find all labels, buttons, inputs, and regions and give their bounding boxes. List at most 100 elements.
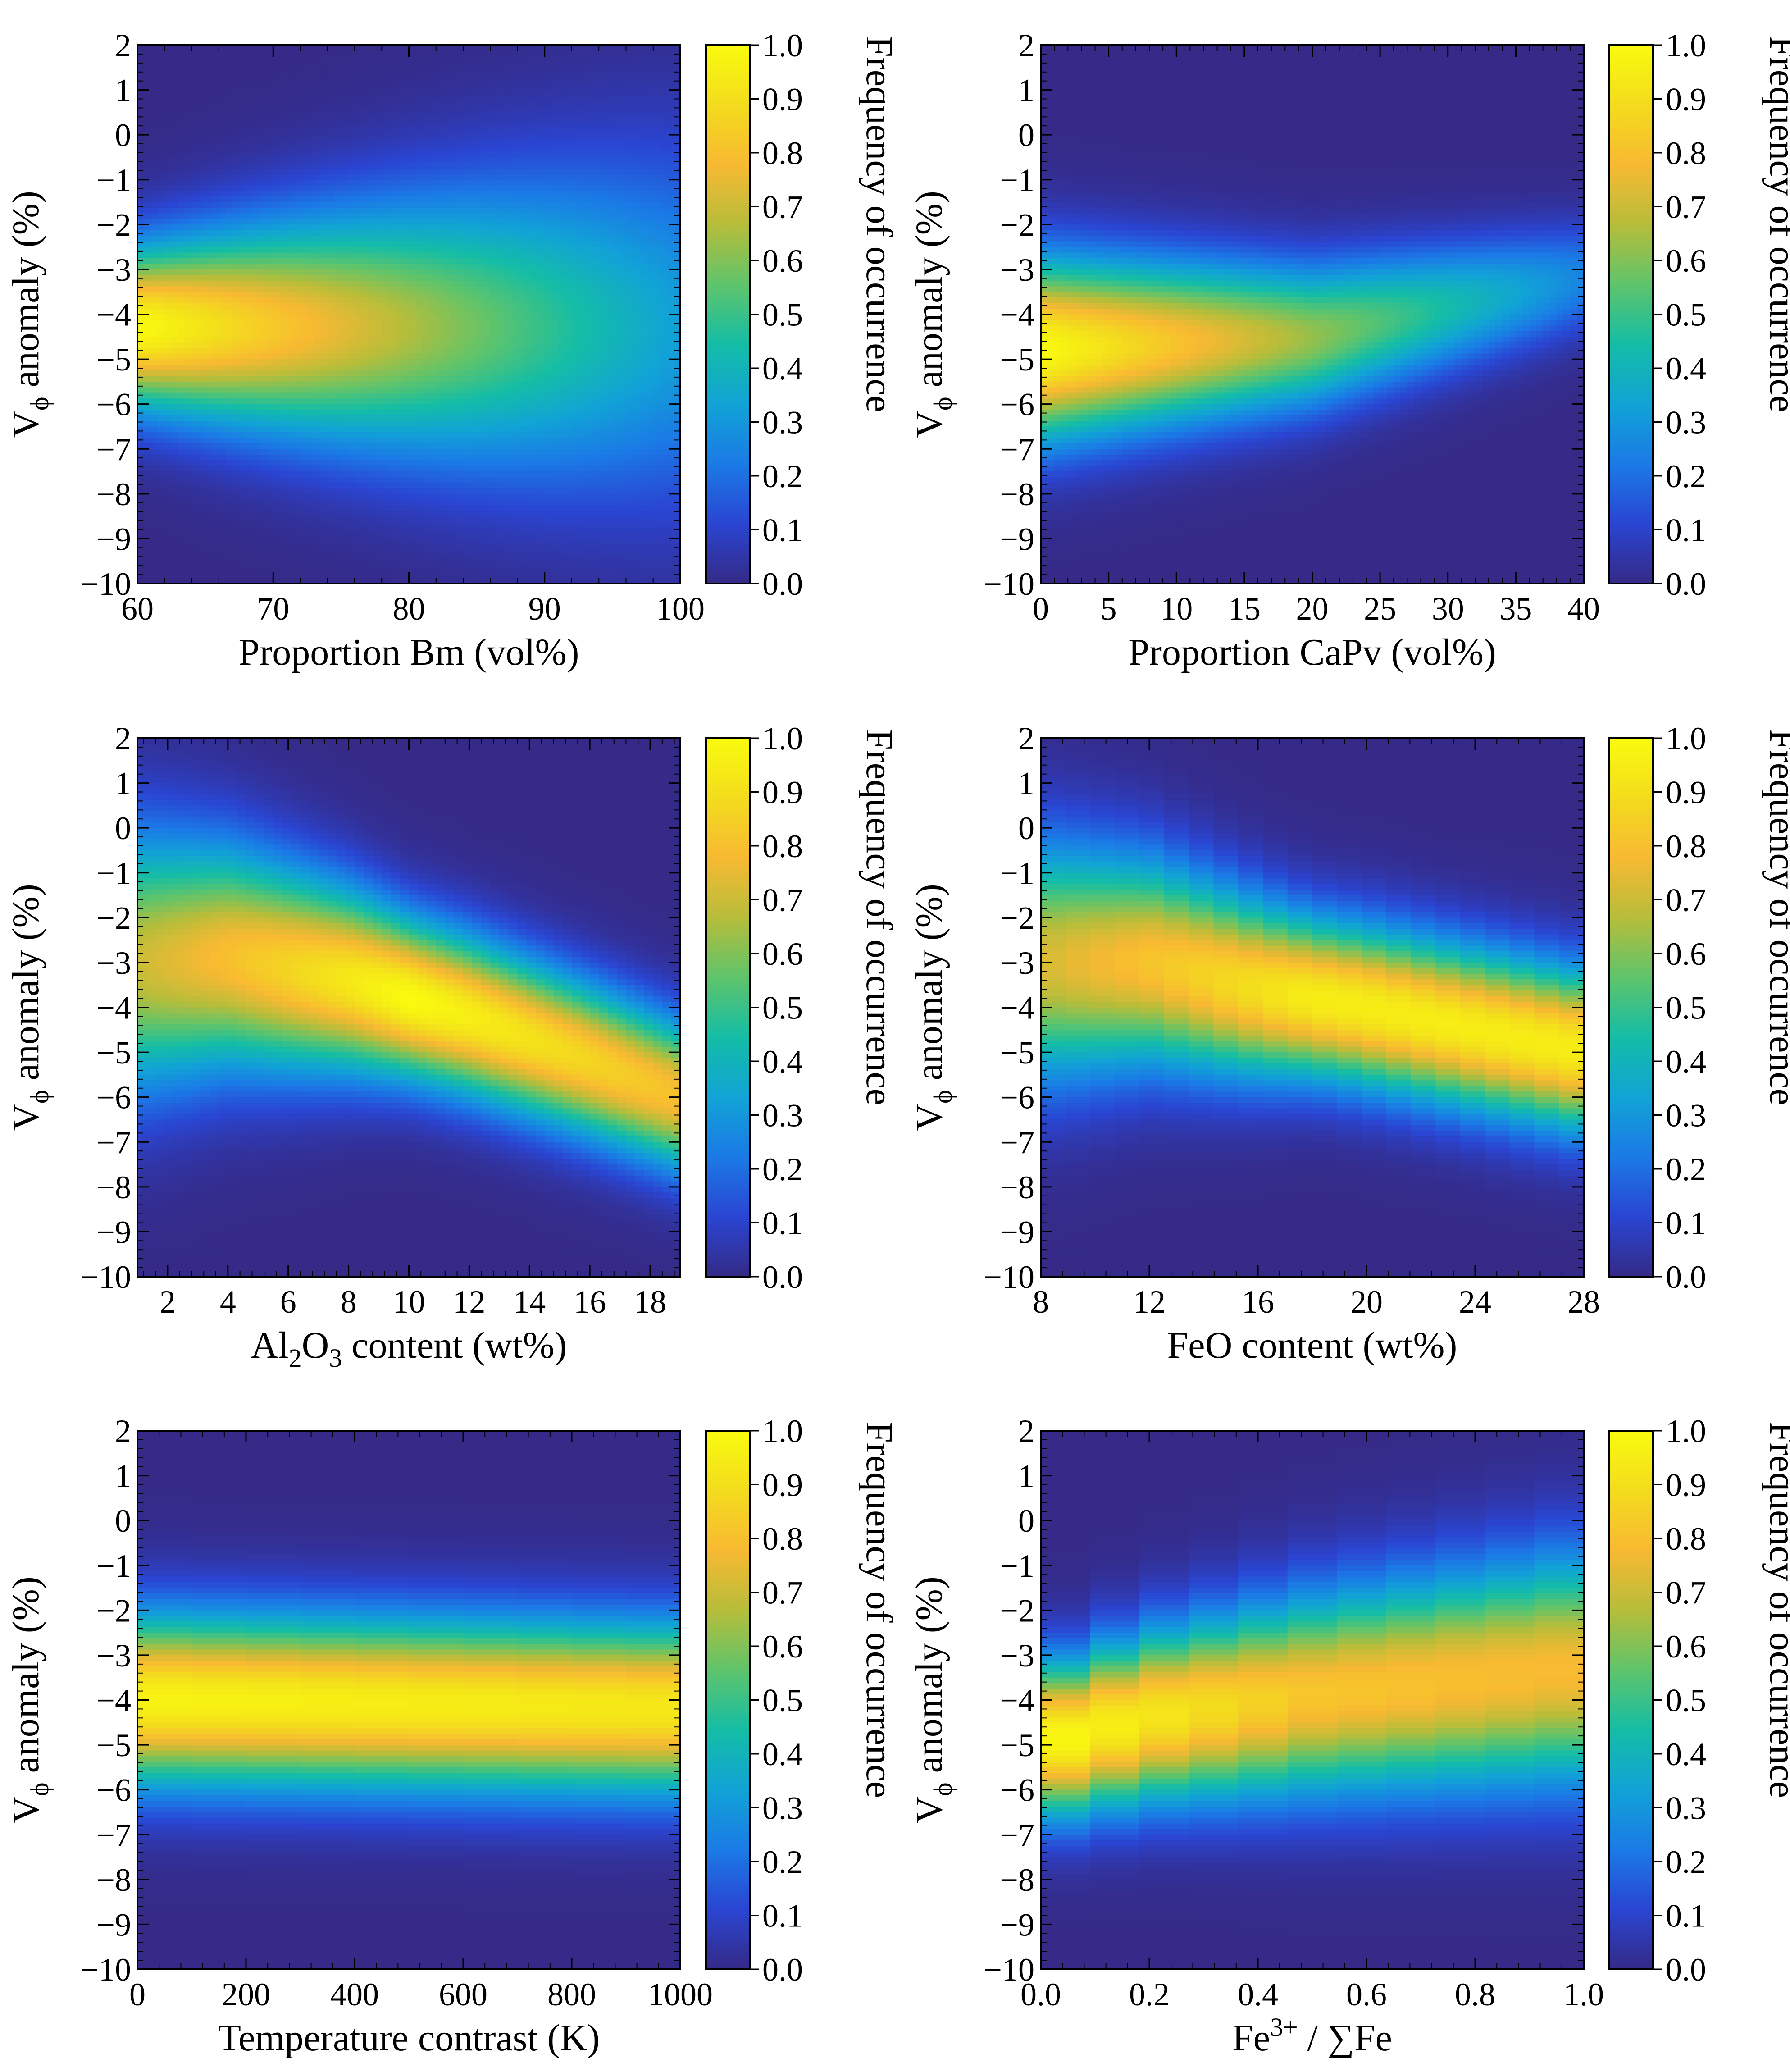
heatmap-cell <box>334 460 342 466</box>
heatmap-cell <box>158 460 165 466</box>
heatmap-cell <box>219 393 226 399</box>
heatmap-cell <box>178 224 185 230</box>
heatmap-cell <box>151 303 158 309</box>
heatmap-cell <box>429 499 437 505</box>
heatmap-cell <box>273 152 280 158</box>
heatmap-cell <box>334 123 342 129</box>
heatmap-cell <box>375 208 382 214</box>
heatmap-cell <box>226 528 233 534</box>
heatmap-cell <box>301 174 308 180</box>
heatmap-cell <box>429 528 437 534</box>
heatmap-cell <box>402 84 409 90</box>
heatmap-cell <box>199 337 206 342</box>
heatmap-cell <box>158 387 165 393</box>
heatmap-cell <box>423 135 430 141</box>
heatmap-cell <box>388 292 396 298</box>
heatmap-cell <box>436 62 443 68</box>
heatmap-cell <box>266 191 273 197</box>
heatmap-cell <box>416 281 423 287</box>
heatmap-cell <box>226 79 233 85</box>
heatmap-cell <box>416 101 423 107</box>
heatmap-cell <box>402 325 409 331</box>
heatmap-cell <box>355 410 362 415</box>
heatmap-cell <box>334 404 342 410</box>
heatmap-cell <box>164 112 172 118</box>
heatmap-cell <box>144 544 151 550</box>
heatmap-cell <box>368 556 375 561</box>
heatmap-cell <box>388 331 396 337</box>
heatmap-cell <box>348 213 355 219</box>
heatmap-cell <box>239 309 246 315</box>
heatmap-cell <box>253 135 260 141</box>
heatmap-cell <box>307 123 314 129</box>
heatmap-cell <box>423 157 430 163</box>
heatmap-cell <box>212 325 219 331</box>
heatmap-cell <box>361 275 369 281</box>
heatmap-cell <box>178 174 185 180</box>
heatmap-cell <box>402 404 409 410</box>
heatmap-cell <box>314 466 321 472</box>
heatmap-cell <box>334 68 342 73</box>
heatmap-cell <box>205 247 213 253</box>
heatmap-cell <box>355 572 362 578</box>
heatmap-cell <box>266 410 273 415</box>
heatmap-cell <box>301 68 308 73</box>
heatmap-cell <box>361 466 369 472</box>
heatmap-cell <box>334 118 342 124</box>
heatmap-cell <box>287 79 294 85</box>
heatmap-cell <box>232 539 240 544</box>
heatmap-cell <box>355 499 362 505</box>
heatmap-cell <box>178 443 185 449</box>
heatmap-cell <box>314 107 321 113</box>
heatmap-cell <box>341 376 348 382</box>
heatmap-cell <box>348 421 355 427</box>
heatmap-cell <box>301 202 308 208</box>
heatmap-cell <box>355 269 362 275</box>
heatmap-cell <box>253 242 260 247</box>
heatmap-cell <box>158 561 165 567</box>
heatmap-cell <box>266 118 273 124</box>
heatmap-cell <box>395 258 402 264</box>
heatmap-cell <box>334 107 342 113</box>
heatmap-cell <box>375 460 382 466</box>
heatmap-cell <box>280 443 287 449</box>
heatmap-cell <box>192 550 199 556</box>
heatmap-cell <box>429 393 437 399</box>
heatmap-cell <box>301 180 308 186</box>
heatmap-cell <box>341 460 348 466</box>
heatmap-cell <box>416 253 423 259</box>
heatmap-cell <box>151 342 158 348</box>
heatmap-cell <box>423 539 430 544</box>
heatmap-cell <box>199 297 206 303</box>
heatmap-cell <box>266 544 273 550</box>
heatmap-cell <box>416 348 423 354</box>
heatmap-cell <box>246 494 253 500</box>
heatmap-cell <box>239 247 246 253</box>
heatmap-cell <box>328 449 335 455</box>
heatmap-cell <box>266 365 273 371</box>
heatmap-cell <box>423 471 430 477</box>
heatmap-cell <box>239 107 246 113</box>
heatmap-cell <box>246 410 253 415</box>
heatmap-cell <box>348 90 355 96</box>
heatmap-cell <box>416 297 423 303</box>
heatmap-cell <box>443 455 450 461</box>
heatmap-cell <box>260 107 267 113</box>
heatmap-cell <box>368 185 375 191</box>
heatmap-cell <box>158 376 165 382</box>
heatmap-cell <box>212 315 219 320</box>
heatmap-cell <box>361 202 369 208</box>
heatmap-cell <box>212 73 219 79</box>
heatmap-cell <box>443 315 450 320</box>
heatmap-cell <box>382 460 389 466</box>
heatmap-cell <box>416 236 423 242</box>
heatmap-cell <box>293 112 301 118</box>
heatmap-cell <box>185 426 192 432</box>
heatmap-cell <box>164 404 172 410</box>
heatmap-cell <box>266 320 273 326</box>
heatmap-cell <box>212 483 219 488</box>
heatmap-cell <box>266 180 273 186</box>
heatmap-cell <box>409 404 416 410</box>
heatmap-cell <box>395 152 402 158</box>
heatmap-cell <box>266 511 273 516</box>
